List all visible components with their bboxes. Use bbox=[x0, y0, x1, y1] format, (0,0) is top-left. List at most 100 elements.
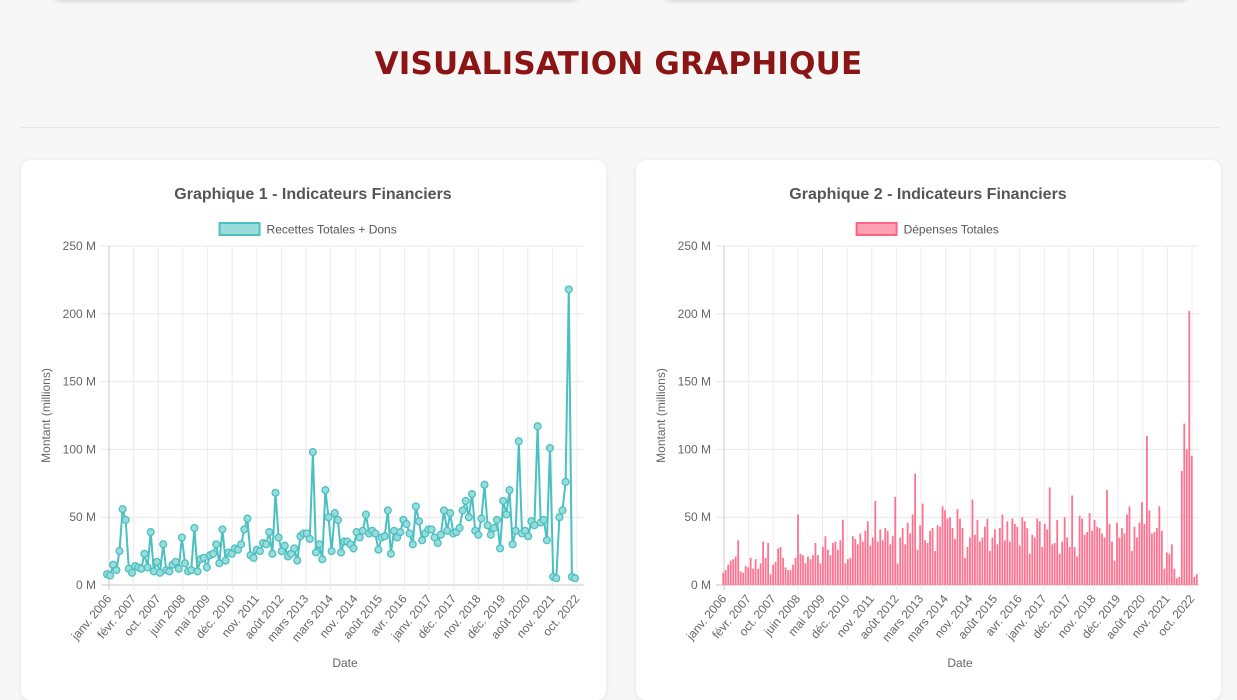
chart-2-bar[interactable] bbox=[1031, 534, 1034, 585]
chart-1-data-point[interactable] bbox=[174, 564, 183, 573]
chart-1-data-point[interactable] bbox=[137, 564, 146, 573]
chart-2-bar[interactable] bbox=[904, 544, 907, 585]
chart-1-data-point[interactable] bbox=[383, 506, 392, 515]
chart-1-data-point[interactable] bbox=[418, 536, 427, 545]
chart-2-bar[interactable] bbox=[1155, 528, 1158, 585]
chart-2-bar[interactable] bbox=[809, 559, 812, 585]
chart-2-bar[interactable] bbox=[979, 541, 981, 585]
chart-2-bar[interactable] bbox=[871, 537, 874, 586]
chart-2-bar[interactable] bbox=[1061, 541, 1064, 585]
chart-2-bar[interactable] bbox=[799, 553, 802, 585]
chart-1-data-point[interactable] bbox=[262, 540, 271, 549]
chart-1-data-point[interactable] bbox=[552, 574, 561, 583]
chart-2-bar[interactable] bbox=[724, 570, 727, 585]
chart-2-bar[interactable] bbox=[1048, 487, 1051, 585]
chart-2-bar[interactable] bbox=[844, 563, 847, 585]
chart-2-bar[interactable] bbox=[884, 528, 887, 585]
chart-2-bar[interactable] bbox=[752, 568, 755, 585]
chart-2-bar[interactable] bbox=[1113, 560, 1116, 585]
chart-2-bar[interactable] bbox=[1046, 529, 1049, 585]
chart-2-bar[interactable] bbox=[1121, 528, 1123, 585]
chart-1-data-point[interactable] bbox=[240, 525, 249, 534]
chart-2-bar[interactable] bbox=[1190, 456, 1193, 585]
chart-2-bar[interactable] bbox=[1008, 541, 1011, 585]
chart-1-data-point[interactable] bbox=[218, 525, 227, 534]
chart-2-bar[interactable] bbox=[956, 509, 959, 585]
chart-1-data-point[interactable] bbox=[115, 547, 124, 556]
chart-2-bar[interactable] bbox=[1071, 495, 1074, 586]
chart-2-bar[interactable] bbox=[727, 564, 730, 585]
chart-2-bar[interactable] bbox=[1066, 537, 1069, 586]
chart-1-data-point[interactable] bbox=[265, 528, 274, 537]
chart-2-bar[interactable] bbox=[814, 543, 817, 585]
chart-2-bar[interactable] bbox=[777, 548, 779, 585]
chart-2-bar[interactable] bbox=[759, 563, 762, 585]
chart-2-bar[interactable] bbox=[784, 567, 787, 585]
chart-2-bar[interactable] bbox=[1028, 553, 1031, 585]
chart-1-data-point[interactable] bbox=[492, 515, 502, 524]
chart-2-bar[interactable] bbox=[1043, 524, 1046, 585]
chart-1-data-point[interactable] bbox=[146, 528, 155, 537]
chart-2-bar[interactable] bbox=[1168, 553, 1171, 585]
chart-1-data-point[interactable] bbox=[455, 523, 464, 533]
chart-2-bar[interactable] bbox=[1138, 522, 1141, 585]
chart-2-bar[interactable] bbox=[1118, 537, 1121, 586]
chart-2-bar[interactable] bbox=[764, 557, 767, 585]
chart-2-bar[interactable] bbox=[896, 563, 899, 585]
chart-2-legend-label[interactable]: Dépenses Totales bbox=[904, 223, 999, 237]
chart-2-bar[interactable] bbox=[1073, 547, 1076, 585]
chart-2-bar[interactable] bbox=[891, 536, 894, 585]
chart-1-data-point[interactable] bbox=[564, 285, 573, 294]
chart-2-bar[interactable] bbox=[986, 518, 989, 585]
chart-2-bar[interactable] bbox=[1038, 521, 1041, 585]
chart-1-data-point[interactable] bbox=[508, 540, 517, 549]
chart-2-bar[interactable] bbox=[899, 537, 902, 586]
chart-2-bar[interactable] bbox=[1133, 526, 1136, 585]
chart-2-bar[interactable] bbox=[906, 522, 909, 585]
chart-1-data-point[interactable] bbox=[539, 515, 548, 524]
chart-2-bar[interactable] bbox=[901, 528, 904, 585]
chart-2-bar[interactable] bbox=[951, 528, 954, 585]
chart-1-data-point[interactable] bbox=[411, 502, 420, 511]
chart-2-bar[interactable] bbox=[846, 559, 849, 585]
chart-2-bar[interactable] bbox=[819, 563, 822, 585]
chart-1-data-point[interactable] bbox=[514, 437, 523, 446]
chart-2-bar[interactable] bbox=[1068, 547, 1071, 585]
chart-2-bar[interactable] bbox=[934, 551, 936, 585]
chart-1-data-point[interactable] bbox=[499, 496, 508, 505]
chart-1-data-point[interactable] bbox=[327, 547, 336, 556]
chart-1-data-point[interactable] bbox=[386, 549, 395, 558]
chart-1-data-point[interactable] bbox=[496, 544, 505, 553]
chart-2-bar[interactable] bbox=[834, 541, 837, 585]
chart-1-data-point[interactable] bbox=[436, 530, 445, 539]
chart-2-bar[interactable] bbox=[1123, 533, 1126, 586]
chart-2-bar[interactable] bbox=[881, 540, 884, 585]
chart-2-bar[interactable] bbox=[1103, 537, 1106, 586]
chart-2-bar[interactable] bbox=[1173, 568, 1176, 585]
chart-2-bar[interactable] bbox=[1183, 423, 1186, 585]
chart-2-bar[interactable] bbox=[859, 533, 862, 586]
chart-2-bar[interactable] bbox=[1185, 449, 1188, 585]
chart-2-bar[interactable] bbox=[861, 541, 864, 585]
chart-1-data-point[interactable] bbox=[152, 557, 161, 566]
chart-2-bar[interactable] bbox=[1036, 518, 1039, 585]
chart-2-bar[interactable] bbox=[1091, 530, 1093, 585]
chart-2-bar[interactable] bbox=[1141, 502, 1143, 585]
chart-2-bar[interactable] bbox=[767, 543, 769, 585]
chart-2-bar[interactable] bbox=[1151, 533, 1153, 586]
chart-2-bar[interactable] bbox=[1058, 553, 1061, 585]
chart-2-bar[interactable] bbox=[1128, 506, 1131, 585]
chart-2-bar[interactable] bbox=[824, 536, 827, 585]
chart-2-bar[interactable] bbox=[869, 545, 872, 585]
chart-2-bar[interactable] bbox=[1056, 519, 1059, 585]
chart-2-bar[interactable] bbox=[836, 549, 839, 585]
chart-2-bar[interactable] bbox=[1101, 533, 1103, 586]
chart-1-data-point[interactable] bbox=[330, 509, 339, 518]
chart-2-bar[interactable] bbox=[894, 496, 897, 585]
chart-1-data-point[interactable] bbox=[177, 533, 186, 542]
chart-2-bar[interactable] bbox=[1051, 544, 1054, 585]
chart-2-bar[interactable] bbox=[792, 564, 794, 585]
chart-2-bar[interactable] bbox=[849, 557, 852, 585]
chart-1-data-point[interactable] bbox=[505, 486, 514, 495]
chart-2-bar[interactable] bbox=[876, 541, 879, 585]
